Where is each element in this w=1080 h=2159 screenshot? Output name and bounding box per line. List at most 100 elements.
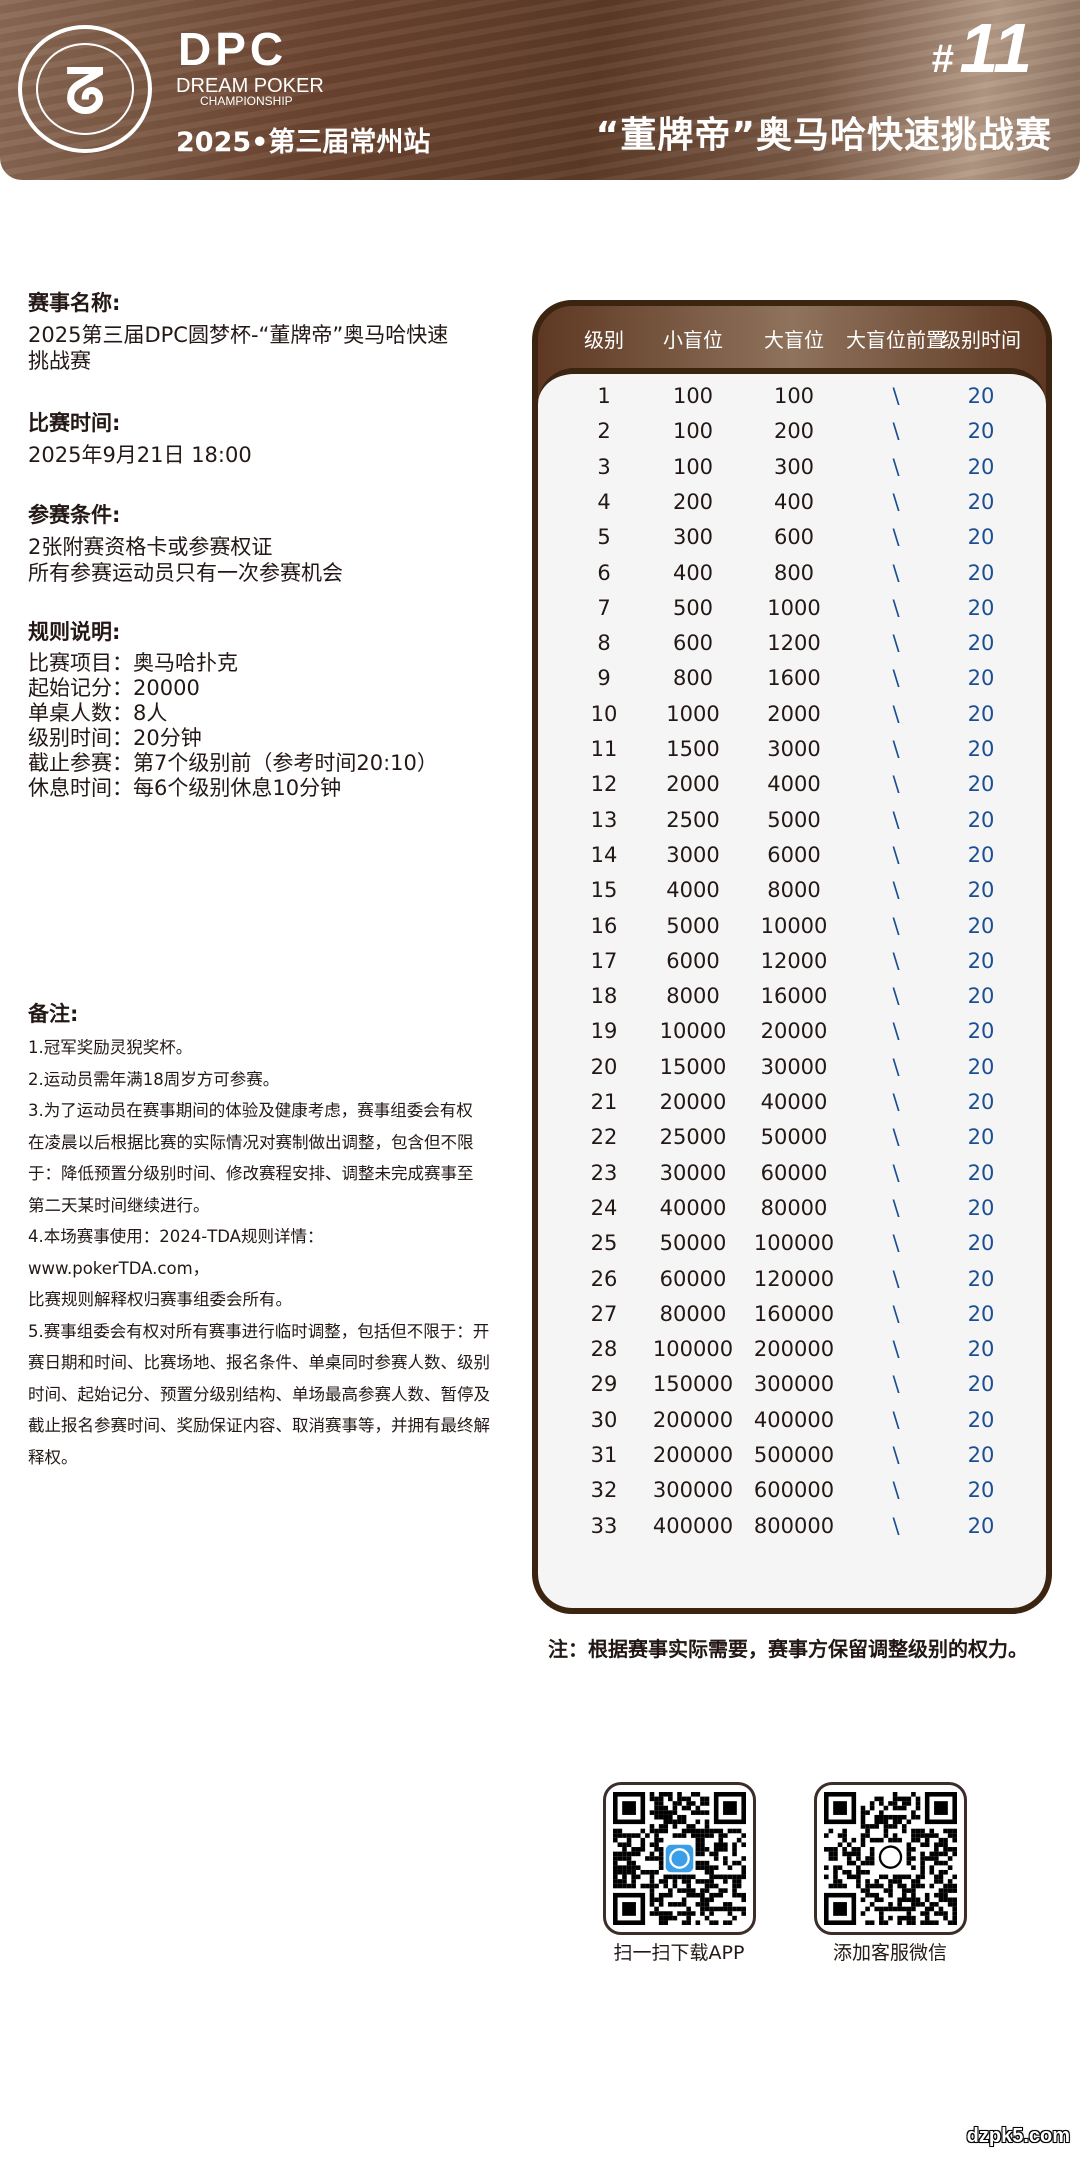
cell-time: 20 — [967, 772, 995, 797]
cell-time: 20 — [967, 1054, 995, 1079]
table-row: 33 400000 800000 \ 20 — [538, 1514, 1046, 1544]
cell-sb: 300 — [672, 525, 714, 550]
table-row: 14 3000 6000 \ 20 — [538, 843, 1046, 873]
cell-sb: 200 — [672, 489, 714, 514]
cell-sb: 10000 — [659, 1019, 727, 1044]
cell-time: 20 — [967, 595, 995, 620]
footnote: 注：根据赛事实际需要，赛事方保留调整级别的权力。 — [548, 1637, 1028, 1661]
table-row: 25 50000 100000 \ 20 — [538, 1231, 1046, 1261]
cell-ante: \ — [892, 1443, 900, 1467]
wechat-icon — [878, 1845, 903, 1869]
table-row: 3 100 300 \ 20 — [538, 455, 1046, 485]
cell-time: 20 — [967, 878, 995, 903]
cell-sb: 100000 — [652, 1337, 734, 1362]
section-title: 备注: — [28, 1002, 79, 1026]
section-rules: 规则说明: 比赛项目：奥马哈扑克 起始记分：20000 单桌人数：8人 级别时间… — [28, 620, 438, 801]
header-banner: ᘔ DPC DREAM POKER CHAMPIONSHIP 2025•第三届常… — [0, 0, 1080, 180]
note-line: 4.本场赛事使用：2024-TDA规则详情：www.pokerTDA.com， — [28, 1227, 324, 1278]
cell-bb: 16000 — [760, 984, 828, 1009]
table-row: 32 300000 600000 \ 20 — [538, 1478, 1046, 1508]
cell-time: 20 — [967, 525, 995, 550]
cell-bb: 20000 — [760, 1019, 828, 1044]
cell-bb: 80000 — [760, 1195, 828, 1220]
cell-time: 20 — [967, 1266, 995, 1291]
cell-level: 27 — [590, 1301, 618, 1326]
cell-bb: 800000 — [753, 1513, 835, 1538]
cell-ante: \ — [892, 1160, 900, 1185]
section-title: 赛事名称: — [28, 291, 121, 315]
cell-sb: 8000 — [666, 984, 720, 1009]
cell-time: 20 — [967, 984, 995, 1009]
cell-bb: 1200 — [767, 631, 821, 656]
cell-sb: 500 — [672, 595, 714, 620]
cell-sb: 2000 — [666, 772, 720, 797]
cell-sb: 200000 — [652, 1407, 734, 1432]
table-row: 15 4000 8000 \ 20 — [538, 878, 1046, 908]
cell-level: 4 — [597, 489, 611, 514]
wechat-qr[interactable] — [814, 1782, 967, 1935]
cell-ante: \ — [892, 1407, 900, 1432]
cell-ante: \ — [892, 1513, 900, 1538]
cell-bb: 10000 — [760, 913, 828, 938]
cell-time: 20 — [967, 489, 995, 514]
cell-level: 23 — [590, 1160, 618, 1185]
event-number: #11 — [931, 9, 1032, 87]
cell-time: 20 — [967, 666, 995, 691]
cell-ante: \ — [892, 1125, 900, 1150]
text-line: 起始记分：20000 — [28, 676, 200, 700]
cell-level: 19 — [590, 1019, 618, 1044]
section-title: 参赛条件: — [28, 503, 121, 527]
cell-level: 2 — [597, 419, 611, 444]
table-row: 10 1000 2000 \ 20 — [538, 702, 1046, 732]
cell-ante: \ — [892, 701, 900, 726]
cell-bb: 60000 — [760, 1160, 828, 1185]
table-row: 20 15000 30000 \ 20 — [538, 1055, 1046, 1085]
table-row: 17 6000 12000 \ 20 — [538, 949, 1046, 979]
cell-bb: 100 — [773, 384, 815, 408]
cell-bb: 3000 — [767, 737, 821, 761]
table-row: 4 200 400 \ 20 — [538, 490, 1046, 520]
table-row: 2 100 200 \ 20 — [538, 419, 1046, 449]
note-line: 2.运动员需年满18周岁方可参赛。 — [28, 1069, 280, 1089]
cell-level: 6 — [597, 560, 611, 585]
table-row: 19 10000 20000 \ 20 — [538, 1019, 1046, 1049]
cell-bb: 160000 — [753, 1301, 835, 1326]
cell-bb: 12000 — [760, 948, 828, 973]
cell-sb: 200000 — [652, 1443, 734, 1467]
note-line: 第二天某时间继续进行。 — [28, 1195, 210, 1215]
column-header: 级别 — [584, 328, 624, 352]
cell-level: 8 — [597, 631, 611, 656]
cell-level: 5 — [597, 525, 611, 550]
event-title: “董牌帝”奥马哈快速挑战赛 — [595, 115, 1052, 156]
cell-sb: 30000 — [659, 1160, 727, 1185]
logo-text: DPC — [178, 23, 288, 75]
cell-sb: 150000 — [652, 1372, 734, 1397]
cell-level: 31 — [590, 1443, 618, 1467]
cell-bb: 300 — [773, 454, 815, 479]
cell-level: 13 — [590, 807, 618, 832]
cell-sb: 3000 — [666, 842, 720, 867]
cell-time: 20 — [967, 560, 995, 585]
cell-sb: 800 — [672, 666, 714, 691]
column-header: 大盲位 — [764, 328, 824, 352]
table-row: 23 30000 60000 \ 20 — [538, 1161, 1046, 1191]
table-row: 28 100000 200000 \ 20 — [538, 1337, 1046, 1367]
cell-ante: \ — [892, 1195, 900, 1220]
cell-bb: 200000 — [753, 1337, 835, 1362]
cell-ante: \ — [892, 595, 900, 620]
text-line: 所有参赛运动员只有一次参赛机会 — [28, 561, 343, 585]
cell-sb: 6000 — [666, 948, 720, 973]
app-download-qr[interactable] — [603, 1782, 756, 1935]
cell-level: 14 — [590, 842, 618, 867]
cell-ante: \ — [892, 384, 900, 408]
cell-time: 20 — [967, 1019, 995, 1044]
cell-sb: 60000 — [659, 1266, 727, 1291]
table-row: 31 200000 500000 \ 20 — [538, 1443, 1046, 1473]
cell-ante: \ — [892, 948, 900, 973]
watermark: dzpk5.com — [966, 2125, 1070, 2147]
note-line: 截止报名参赛时间、奖励保证内容、取消赛事等，并拥有最终解 — [28, 1416, 490, 1435]
table-row: 11 1500 3000 \ 20 — [538, 737, 1046, 767]
table-row: 5 300 600 \ 20 — [538, 525, 1046, 555]
cell-bb: 50000 — [760, 1125, 828, 1150]
cell-time: 20 — [967, 1478, 995, 1503]
